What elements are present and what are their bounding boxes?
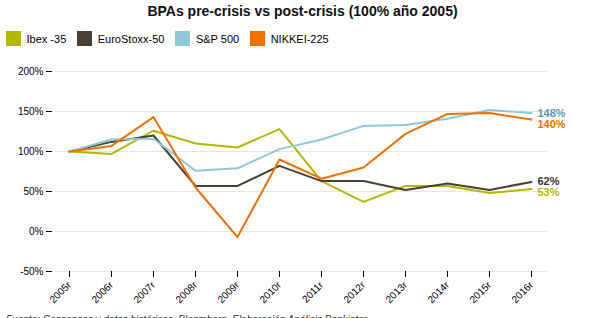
svg-text:62%: 62% (538, 175, 560, 187)
svg-text:2007r: 2007r (131, 278, 157, 304)
svg-text:53%: 53% (538, 186, 560, 198)
svg-text:2011r: 2011r (300, 278, 326, 304)
svg-text:100%: 100% (18, 145, 44, 156)
html-text:NIKKEI-225: NIKKEI-225 (270, 32, 329, 45)
svg-text:2005r: 2005r (47, 278, 73, 304)
svg-text:50%: 50% (23, 185, 43, 196)
svg-text:150%: 150% (18, 105, 44, 116)
html-text:S&P 500: S&P 500 (195, 32, 240, 45)
svg-text:2008r: 2008r (173, 278, 199, 304)
svg-text:0%: 0% (29, 225, 44, 236)
svg-text:2006r: 2006r (89, 278, 115, 304)
svg-text:200%: 200% (18, 65, 44, 76)
svg-text:2012r: 2012r (341, 278, 367, 304)
svg-text:2013r: 2013r (383, 278, 409, 304)
svg-text:2016r: 2016r (509, 278, 535, 304)
html-text:Ibex -35: Ibex -35 (26, 32, 67, 45)
svg-text:2010r: 2010r (257, 278, 283, 304)
svg-text:-50%: -50% (20, 265, 43, 276)
svg-text:2014r: 2014r (425, 278, 451, 304)
html-text:EuroStoxx-50: EuroStoxx-50 (97, 32, 165, 45)
svg-text:148%: 148% (537, 106, 566, 119)
svg-text:2009r: 2009r (215, 278, 241, 304)
html-text:BPAs pre-crisis vs post-crisis: BPAs pre-crisis vs post-crisis (100% año… (147, 3, 458, 19)
svg-text:2015r: 2015r (467, 278, 493, 304)
svg-text:140%: 140% (538, 117, 566, 129)
